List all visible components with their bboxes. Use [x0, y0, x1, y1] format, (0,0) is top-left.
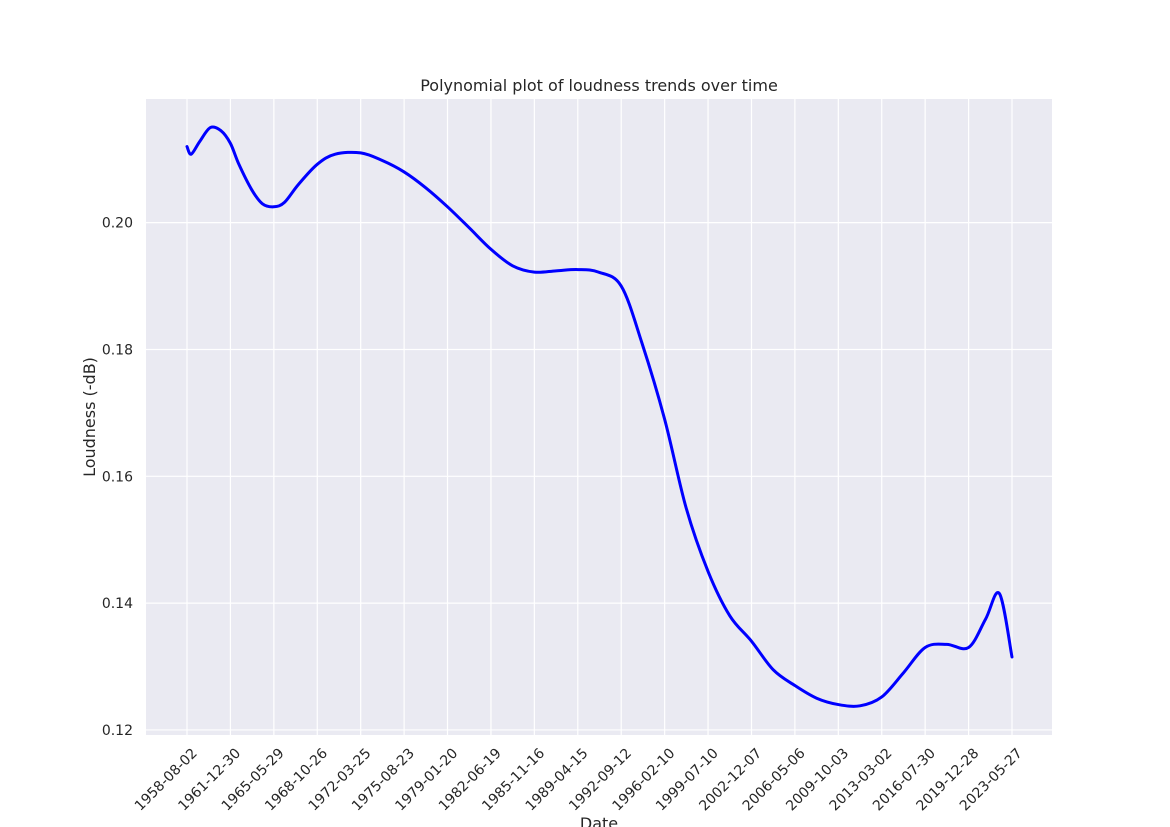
series-line	[185, 125, 1014, 708]
grid-lines	[146, 99, 1052, 735]
y-axis-label: Loudness (-dB)	[80, 357, 99, 477]
y-tick-label: 0.16	[102, 469, 133, 485]
chart-title: Polynomial plot of loudness trends over …	[420, 76, 778, 95]
x-tick-labels: 1958-08-021961-12-301965-05-291968-10-26…	[132, 745, 1026, 814]
y-tick-label: 0.20	[102, 216, 133, 232]
plot-background	[146, 99, 1052, 735]
y-tick-label: 0.18	[102, 342, 133, 358]
y-tick-label: 0.12	[102, 723, 133, 739]
y-tick-labels: 0.12 0.14 0.16 0.18 0.20	[102, 216, 133, 739]
x-axis-label: Date	[580, 814, 618, 827]
y-tick-label: 0.14	[102, 596, 133, 612]
